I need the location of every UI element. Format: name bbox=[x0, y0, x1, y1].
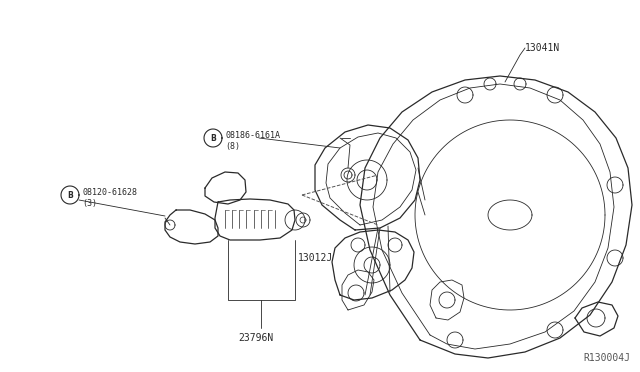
Text: 13012J: 13012J bbox=[298, 253, 333, 263]
Text: (3): (3) bbox=[82, 199, 97, 208]
Text: (8): (8) bbox=[225, 141, 240, 151]
Text: 23796N: 23796N bbox=[238, 333, 273, 343]
Text: 08120-61628: 08120-61628 bbox=[82, 187, 137, 196]
Text: 13041N: 13041N bbox=[525, 43, 560, 53]
Text: R130004J: R130004J bbox=[583, 353, 630, 363]
Polygon shape bbox=[296, 213, 310, 227]
Text: B: B bbox=[210, 134, 216, 142]
Text: B: B bbox=[67, 190, 73, 199]
Text: 08186-6161A: 08186-6161A bbox=[225, 131, 280, 140]
